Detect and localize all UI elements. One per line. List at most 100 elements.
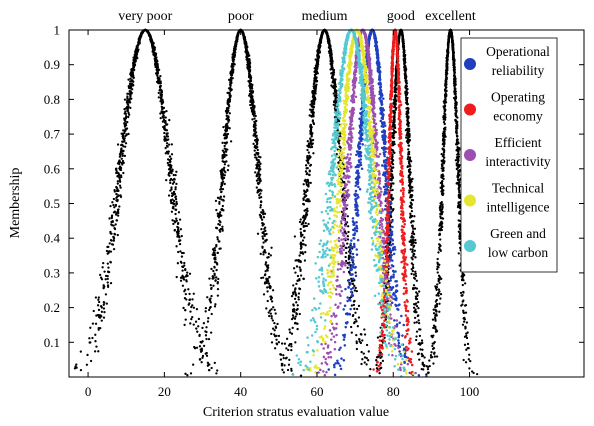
cloud-drop-medium <box>346 235 349 238</box>
cloud-drop-medium <box>354 286 357 290</box>
cloud-drop-good <box>414 274 418 278</box>
cloud-drop-very-poor <box>184 308 187 312</box>
cloud-drop-poor <box>227 120 230 123</box>
cloud-drop-very-poor <box>168 160 172 164</box>
cloud-drop-very-poor <box>170 192 174 195</box>
cloud-drop-medium <box>328 45 331 48</box>
cloud-drop-good <box>414 238 417 242</box>
cloud-drop-very-poor <box>85 363 89 366</box>
cloud-drop-medium <box>292 267 296 270</box>
cloud-drop-medium <box>299 268 302 271</box>
cloud-drop-very-poor <box>185 279 188 282</box>
cloud-drop-medium <box>347 225 350 228</box>
cloud-drop-very-poor <box>159 116 162 120</box>
cloud-drop-medium <box>293 235 297 238</box>
cloud-drop-very-poor <box>113 226 116 230</box>
cloud-drop-very-poor <box>117 194 120 197</box>
cloud-drop-good <box>410 262 413 265</box>
cloud-drop-poor <box>261 235 264 238</box>
cloud-drop-medium <box>304 164 308 167</box>
cloud-drop-very-poor <box>156 72 159 75</box>
cloud-drop-good <box>411 224 414 227</box>
cloud-drop-very-poor <box>121 159 125 163</box>
cloud-drop-very-poor <box>102 284 105 287</box>
cloud-drop-very-poor <box>111 219 114 223</box>
cloud-drop-very-poor <box>169 199 173 202</box>
cloud-drop-poor <box>254 145 258 148</box>
cloud-drop-poor <box>218 211 222 214</box>
cloud-drop-medium <box>354 311 357 314</box>
cloud-drop-excellent <box>472 371 475 375</box>
cloud-drop-very-poor <box>170 157 173 160</box>
cloud-drop-very-poor <box>198 345 202 348</box>
cloud-drop-very-poor <box>101 266 104 269</box>
cloud-drop-poor <box>227 115 230 118</box>
cloud-drop-medium <box>345 251 348 255</box>
cloud-drop-poor <box>273 347 277 350</box>
cloud-drop-poor <box>232 62 235 65</box>
cloud-drop-good <box>413 277 417 280</box>
cloud-drop-excellent <box>436 271 439 274</box>
cloud-drop-poor <box>268 285 271 289</box>
cloud-drop-poor <box>227 101 230 104</box>
cloud-drop-very-poor <box>102 303 105 306</box>
cloud-drop-very-poor <box>189 310 192 313</box>
cloud-drop-medium <box>309 125 312 128</box>
cloud-drop-very-poor <box>183 261 186 265</box>
cloud-drop-good <box>380 355 383 358</box>
cloud-drop-very-poor <box>103 311 106 314</box>
cloud-drop-very-poor <box>187 288 190 291</box>
cloud-drop-poor <box>204 310 207 313</box>
cloud-drop-good <box>418 334 422 338</box>
cloud-drop-poor <box>221 180 225 183</box>
cloud-drop-very-poor <box>116 182 119 185</box>
cloud-drop-poor <box>264 261 268 264</box>
cloud-drop-very-poor <box>215 372 218 375</box>
cloud-drop-very-poor <box>132 69 135 72</box>
cloud-drop-good <box>394 100 398 103</box>
cloud-drop-very-poor <box>180 255 184 258</box>
cloud-drop-poor <box>221 149 225 152</box>
cloud-drop-poor <box>230 70 233 74</box>
cloud-drop-excellent <box>432 352 436 355</box>
cloud-drop-very-poor <box>111 201 114 204</box>
cloud-drop-very-poor <box>110 215 114 219</box>
cloud-drop-excellent <box>440 277 443 280</box>
cloud-drop-medium <box>298 254 301 257</box>
cloud-drop-very-poor <box>97 328 100 331</box>
cloud-drop-medium <box>355 320 358 323</box>
cloud-drop-good <box>412 232 416 236</box>
cloud-drop-medium <box>304 244 307 247</box>
cloud-drop-very-poor <box>160 91 164 94</box>
cloud-drop-very-poor <box>195 346 199 349</box>
cloud-drop-medium <box>342 180 345 184</box>
cloud-drop-medium <box>302 277 305 280</box>
cloud-drop-poor <box>259 204 262 207</box>
cloud-drop-poor <box>263 226 267 229</box>
cloud-drop-poor <box>223 166 226 169</box>
cloud-drop-medium <box>281 368 284 371</box>
cloud-drop-medium <box>353 284 356 287</box>
cloud-drop-medium <box>299 247 303 250</box>
cloud-drop-very-poor <box>182 251 185 255</box>
cloud-drop-poor <box>220 175 223 178</box>
cloud-drop-poor <box>252 134 255 137</box>
cloud-drop-very-poor <box>132 76 135 79</box>
cloud-drop-poor <box>253 106 256 109</box>
cloud-drop-very-poor <box>174 173 177 177</box>
cloud-drop-very-poor <box>97 315 101 319</box>
cloud-drop-medium <box>313 85 317 88</box>
cloud-drop-very-poor <box>153 53 157 57</box>
cloud-drop-medium <box>308 173 311 177</box>
cloud-drop-very-poor <box>106 252 109 255</box>
cloud-drop-poor <box>189 372 193 375</box>
cloud-drop-poor <box>255 165 259 168</box>
cloud-drop-very-poor <box>148 32 151 35</box>
cloud-drop-very-poor <box>198 334 201 338</box>
cloud-drop-good <box>419 348 422 351</box>
cloud-drop-poor <box>231 77 234 80</box>
cloud-drop-good <box>391 176 394 179</box>
cloud-drop-good <box>415 335 418 338</box>
cloud-drop-very-poor <box>100 319 103 322</box>
cloud-drop-good <box>391 198 394 201</box>
